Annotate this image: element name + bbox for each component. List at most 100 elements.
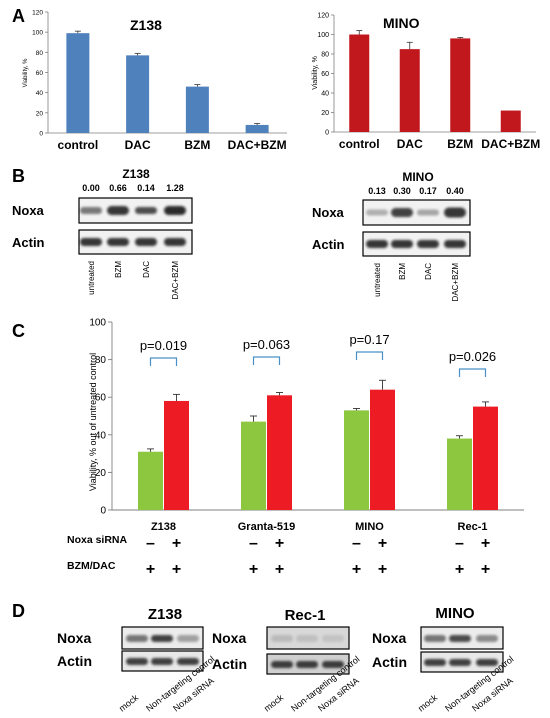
noxa-band (126, 635, 148, 642)
treatment-mark: + (378, 535, 387, 552)
treatment-mark: + (146, 561, 155, 578)
noxa-band (449, 635, 471, 642)
actin-band (177, 658, 199, 665)
actin-band (271, 661, 293, 668)
chart-noxa-knockdown-viability: Viability, % out of untreated control 0 2… (67, 318, 524, 578)
y-tick-label: 0 (325, 130, 329, 137)
noxa-band (391, 208, 413, 217)
actin-band (80, 238, 102, 246)
actin-band (366, 240, 388, 248)
treatment-mark: + (172, 535, 181, 552)
y-tick-label: 40 (95, 430, 107, 441)
bar-z138-series-2 (164, 400, 189, 510)
row-label-noxa: Noxa (57, 630, 91, 646)
bar-control (349, 34, 370, 132)
bar-rec-1-series-1 (447, 438, 472, 510)
p-value-label: p=0.17 (349, 332, 389, 347)
densitometry-value: 0.14 (137, 183, 155, 193)
y-tick-label: 120 (317, 13, 329, 20)
densitometry-value: 1.28 (166, 183, 184, 193)
panel-label-a: A (12, 6, 25, 26)
noxa-band (417, 209, 439, 216)
bar-dac (126, 55, 150, 133)
lane-label: untreated (87, 261, 96, 295)
noxa-band (177, 635, 199, 642)
actin-band (417, 240, 439, 248)
treatment-mark: + (275, 535, 284, 552)
noxa-band (135, 207, 157, 214)
treatment-mark: + (455, 561, 464, 578)
panel-label-b: B (12, 166, 25, 186)
actin-band (424, 659, 446, 666)
panel-label-c: C (12, 321, 25, 341)
row-label-noxa: Noxa (372, 630, 406, 646)
bar-bzm (185, 86, 209, 133)
significance-bracket (355, 351, 384, 360)
actin-band (164, 238, 186, 246)
actin-band (449, 659, 471, 666)
y-tick-label: 100 (32, 30, 43, 37)
y-tick-label: 80 (321, 52, 329, 59)
x-tick-label: DAC+BZM (481, 137, 540, 151)
actin-band (476, 659, 498, 666)
x-tick-label: BZM (184, 138, 210, 152)
treatment-mark: + (352, 561, 361, 578)
noxa-band (80, 207, 102, 214)
x-tick-label: control (58, 138, 99, 152)
y-tick-label: 20 (95, 468, 107, 479)
y-tick-label: 80 (36, 50, 44, 57)
noxa-band (366, 209, 388, 216)
row-label-actin: Actin (12, 235, 45, 250)
treatment-mark: + (481, 535, 490, 552)
actin-band (126, 658, 148, 665)
significance-bracket (458, 368, 487, 377)
actin-band (322, 661, 344, 668)
significance-bracket (252, 356, 281, 365)
y-axis-label: Viability, % out of untreated control (88, 353, 98, 491)
bar-granta-519-series-1 (241, 421, 266, 510)
noxa-band (271, 635, 293, 642)
treatment-mark: – (249, 535, 258, 552)
noxa-band (151, 635, 173, 642)
treatment-mark: + (481, 561, 490, 578)
y-tick-label: 100 (89, 318, 106, 329)
x-tick-label: Rec-1 (458, 521, 488, 533)
densitometry-value: 0.13 (368, 186, 386, 196)
actin-band (296, 661, 318, 668)
y-tick-label: 60 (321, 71, 329, 78)
y-tick-label: 0 (39, 131, 43, 138)
noxa-band (444, 207, 466, 218)
lane-label: DAC+BZM (451, 263, 460, 302)
row-label-actin: Actin (212, 656, 247, 672)
bar-dac (399, 49, 420, 132)
row-label-actin: Actin (57, 653, 92, 669)
noxa-band (296, 635, 318, 642)
actin-band (151, 658, 173, 665)
noxa-band (424, 635, 446, 642)
lane-label: DAC (142, 261, 151, 278)
row-label-actin: Actin (312, 237, 345, 252)
lane-label: mock (117, 692, 140, 713)
x-tick-label: BZM (447, 137, 473, 151)
x-tick-label: DAC+BZM (228, 138, 287, 152)
y-tick-label: 120 (32, 10, 43, 17)
row-label-noxa: Noxa (12, 203, 45, 218)
actin-band (444, 240, 466, 248)
blot-title: Z138 (122, 167, 150, 181)
blot-title: Rec-1 (285, 607, 326, 624)
p-value-label: p=0.063 (243, 337, 290, 352)
row-label: BZM/DAC (67, 560, 116, 572)
treatment-mark: + (275, 561, 284, 578)
chart-title: MINO (383, 15, 420, 31)
significance-bracket (149, 357, 178, 366)
y-axis-label: Viability, % (312, 56, 319, 90)
treatment-mark: – (352, 535, 361, 552)
y-axis-label: Viability, % (23, 58, 29, 87)
lane-label: mock (262, 692, 285, 713)
noxa-band (476, 635, 498, 642)
lane-label: BZM (398, 263, 407, 280)
x-tick-label: Granta-519 (238, 521, 295, 533)
treatment-mark: – (146, 535, 155, 552)
